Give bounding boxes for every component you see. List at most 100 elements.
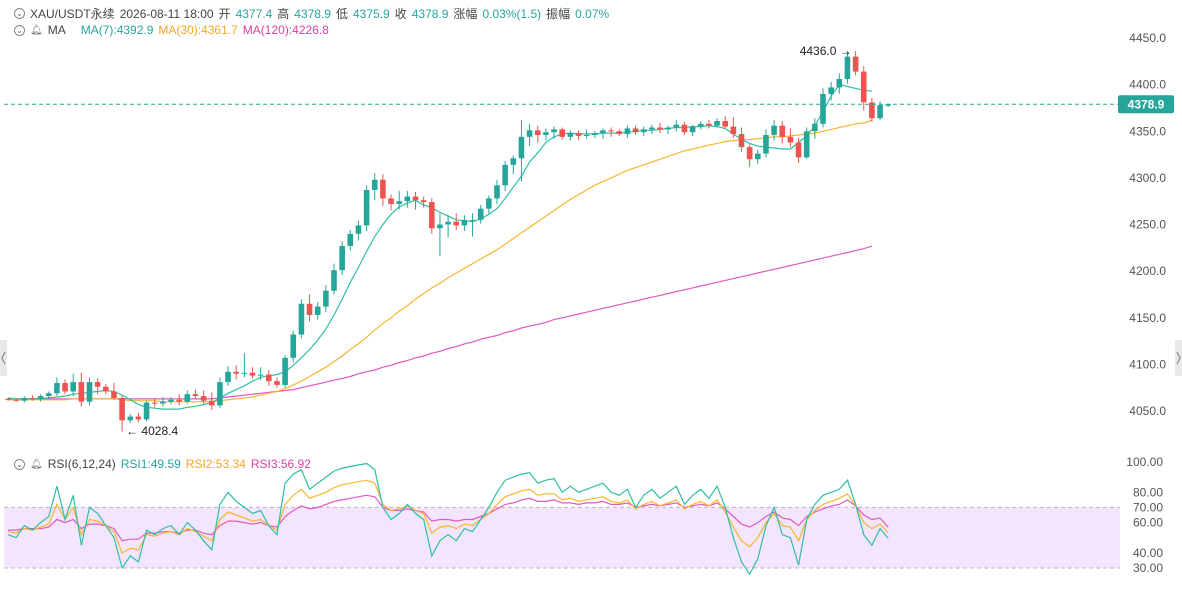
candle — [657, 122, 663, 134]
candle — [184, 390, 191, 404]
candle — [543, 128, 549, 141]
collapse-icon[interactable]: ⌄ — [14, 8, 25, 19]
close-value: 4378.9 — [411, 6, 449, 21]
candle-body — [249, 372, 256, 376]
candle-body — [208, 400, 215, 406]
candle — [21, 396, 28, 403]
candle — [160, 397, 166, 407]
candle-body — [29, 397, 36, 399]
candle-body — [176, 399, 182, 402]
candle — [624, 125, 631, 138]
last-price-tag — [1118, 95, 1174, 114]
price-tick-label: 4450.0 — [1129, 31, 1166, 45]
candles — [5, 51, 891, 432]
rsi-label: RSI(6,12,24) — [47, 457, 116, 471]
candle-body — [510, 158, 517, 165]
ma30-value: MA(30):4361.7 — [158, 23, 238, 37]
amplitude-label: 振幅 — [546, 7, 571, 21]
candle-body — [21, 397, 28, 401]
candle-body — [151, 402, 158, 404]
candle-body — [143, 402, 150, 420]
price-tick-label: 4350.0 — [1129, 124, 1166, 138]
candle — [388, 194, 394, 211]
candle-body — [437, 224, 443, 229]
high-annotation: 4436.0 → — [800, 44, 852, 58]
candle — [437, 213, 443, 257]
candle — [836, 73, 843, 94]
candle-body — [306, 303, 313, 315]
candle — [714, 118, 720, 128]
candle — [526, 123, 533, 147]
collapse-ma-icon[interactable]: ⌄ — [14, 24, 25, 36]
candle-body — [543, 132, 549, 135]
candle-body — [347, 233, 354, 246]
candle — [420, 196, 427, 208]
candle — [208, 392, 215, 411]
price-tick-label: 4250.0 — [1129, 218, 1166, 232]
candle — [151, 397, 158, 408]
candle-body — [331, 270, 337, 291]
rsi-tick-label: 100.00 — [1126, 455, 1163, 469]
rsi-header: ⌄ 🔔︎ RSI(6,12,24) RSI1:49.59 RSI2:53.34 … — [14, 457, 311, 471]
candle — [94, 378, 101, 395]
candle-body — [445, 221, 451, 225]
side-arrows — [0, 340, 1182, 376]
candle-body — [5, 398, 11, 400]
open-label: 开 — [218, 7, 231, 21]
candle — [217, 377, 223, 409]
rsi-band — [4, 506, 1120, 569]
candle-body — [877, 105, 883, 119]
candle-body — [583, 134, 590, 136]
candle-body — [477, 208, 484, 220]
candle — [551, 126, 557, 139]
candle — [54, 377, 60, 397]
candle — [681, 121, 688, 135]
candle-body — [559, 129, 565, 137]
candle-body — [600, 130, 606, 134]
candle-body — [339, 245, 345, 271]
candle-body — [380, 179, 386, 199]
candle-body — [135, 416, 142, 420]
candle — [412, 191, 419, 210]
candle-body — [266, 374, 272, 382]
candle — [13, 398, 19, 402]
candle — [746, 144, 753, 167]
scroll-left-button[interactable] — [0, 340, 7, 376]
candle-body — [274, 381, 280, 385]
candle — [135, 412, 142, 423]
candle-body — [869, 102, 875, 119]
candle-body — [860, 71, 867, 103]
scroll-right-button[interactable] — [1175, 340, 1182, 376]
candle-body — [160, 401, 166, 404]
candle — [486, 195, 492, 214]
candle — [869, 97, 875, 122]
candle-body — [62, 383, 68, 392]
symbol-label: XAU/USDT永续 — [30, 7, 115, 21]
rsi-bell-icon[interactable]: 🔔︎ — [30, 458, 43, 470]
candle-body — [78, 382, 85, 402]
rsi-lines — [7, 462, 889, 576]
bell-icon[interactable]: 🔔︎ — [30, 24, 43, 36]
price-tick-label: 4050.0 — [1129, 404, 1166, 418]
candle-body — [820, 93, 826, 124]
candle — [323, 285, 329, 313]
candle — [860, 65, 867, 111]
candle — [575, 130, 582, 140]
price-tick-label: 4200.0 — [1129, 264, 1166, 278]
rsi-tick-label: 40.00 — [1133, 546, 1163, 560]
candle — [567, 130, 574, 141]
ma120-line — [8, 245, 873, 400]
candle-body — [787, 136, 794, 143]
candle-body — [567, 133, 574, 137]
candle-body — [681, 124, 688, 133]
ma120-value: MA(120):4226.8 — [242, 23, 329, 37]
candle-body — [657, 127, 663, 130]
candle — [45, 391, 52, 399]
candle — [616, 129, 623, 136]
candle — [282, 355, 288, 388]
candle-body — [665, 127, 671, 130]
collapse-rsi-icon[interactable]: ⌄ — [14, 458, 25, 470]
candle — [274, 377, 280, 388]
candle-body — [404, 196, 411, 202]
